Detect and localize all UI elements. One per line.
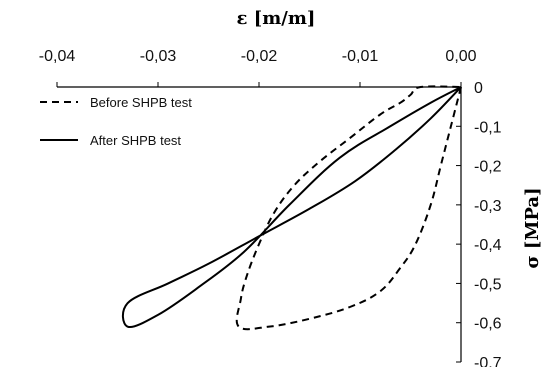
x-axis-title: ε [m/m] <box>237 8 316 29</box>
y-axis-title: σ [MPa] <box>522 187 543 268</box>
y-tick-label: -0,7 <box>474 355 502 367</box>
y-tick-label: 0 <box>474 80 483 97</box>
plot-area <box>121 85 462 331</box>
y-tick-label: -0,2 <box>474 159 502 176</box>
y-tick-label: -0,3 <box>474 198 502 215</box>
legend-label-before: Before SHPB test <box>90 95 192 110</box>
y-tick-label: -0,1 <box>474 119 502 136</box>
y-tick-label: -0,5 <box>474 276 502 293</box>
x-tick-label: -0,04 <box>39 48 76 65</box>
legend: Before SHPB test After SHPB test <box>40 95 192 148</box>
x-tick-label: -0,01 <box>342 48 379 65</box>
y-tick-label: -0,4 <box>474 237 502 254</box>
legend-label-after: After SHPB test <box>90 133 181 148</box>
x-tick-label: -0,02 <box>241 48 278 65</box>
x-tick-label: 0,00 <box>445 48 476 65</box>
y-tick-label: -0,6 <box>474 316 502 333</box>
series-line-before-shpb <box>235 85 462 331</box>
axes: -0,04 -0,03 -0,02 -0,01 0,00 0 -0,1 -0,2 -0,3 -0,… <box>39 48 502 372</box>
series-line-after-shpb <box>121 86 462 329</box>
x-tick-label: -0,03 <box>140 48 177 65</box>
